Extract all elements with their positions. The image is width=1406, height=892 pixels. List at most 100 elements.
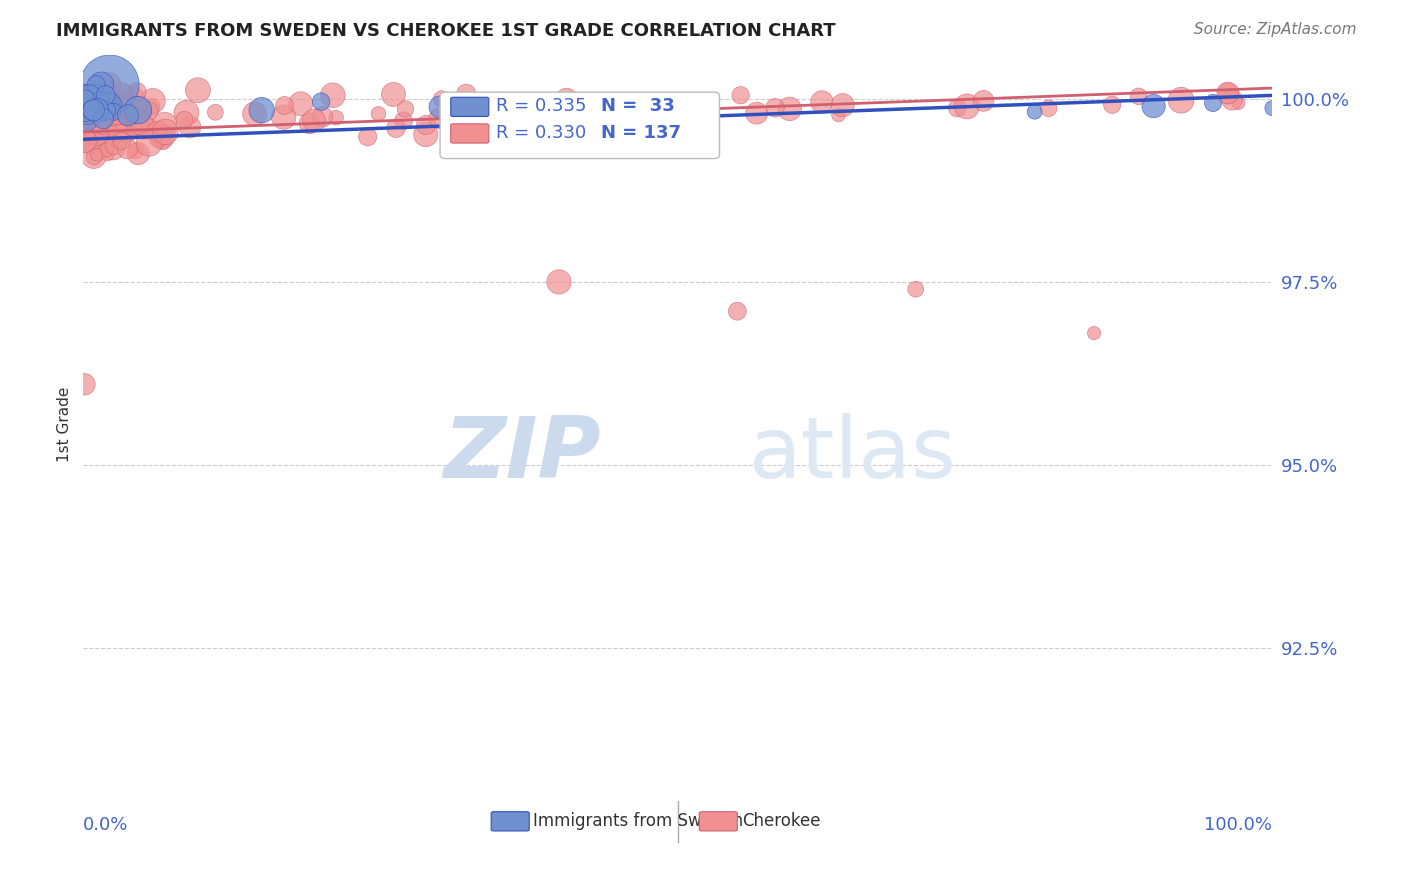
- Point: [187, 83, 209, 97]
- Point: [91, 122, 114, 136]
- Point: [76, 95, 98, 109]
- Point: [97, 113, 120, 128]
- Point: [322, 88, 344, 103]
- Point: [125, 121, 148, 136]
- Point: [382, 87, 405, 102]
- Point: [103, 138, 125, 153]
- Point: [75, 91, 97, 105]
- Point: [84, 78, 107, 92]
- Point: [725, 304, 748, 318]
- Point: [1216, 87, 1239, 101]
- Point: [83, 95, 105, 109]
- Point: [79, 102, 101, 116]
- Text: ZIP: ZIP: [443, 413, 600, 496]
- Point: [730, 88, 752, 103]
- Text: Cherokee: Cherokee: [742, 813, 821, 830]
- Point: [108, 107, 131, 121]
- Point: [1128, 89, 1150, 103]
- Point: [904, 282, 927, 296]
- Point: [107, 94, 129, 108]
- Point: [152, 129, 174, 144]
- Point: [1220, 93, 1243, 107]
- Point: [80, 105, 103, 120]
- Point: [97, 99, 120, 113]
- FancyBboxPatch shape: [451, 97, 489, 117]
- Point: [415, 118, 437, 132]
- Point: [115, 103, 138, 117]
- Point: [569, 101, 592, 115]
- Point: [94, 88, 117, 103]
- Point: [83, 103, 105, 118]
- Point: [1261, 101, 1284, 115]
- Point: [132, 123, 155, 137]
- FancyBboxPatch shape: [451, 124, 489, 143]
- Point: [117, 108, 139, 122]
- Point: [127, 146, 149, 161]
- Point: [86, 148, 108, 162]
- Point: [204, 105, 226, 120]
- Point: [1216, 86, 1239, 100]
- Point: [811, 95, 834, 109]
- Point: [86, 111, 108, 125]
- FancyBboxPatch shape: [440, 92, 720, 159]
- Point: [302, 113, 325, 128]
- Point: [488, 97, 510, 112]
- Point: [415, 128, 437, 142]
- Point: [298, 116, 321, 130]
- Text: 100.0%: 100.0%: [1205, 816, 1272, 834]
- Point: [946, 101, 969, 115]
- Point: [131, 117, 153, 131]
- Point: [98, 78, 121, 92]
- Point: [89, 94, 111, 108]
- Point: [97, 98, 120, 112]
- Point: [97, 97, 120, 112]
- Point: [135, 120, 157, 135]
- Point: [427, 112, 450, 126]
- Point: [91, 116, 114, 130]
- Point: [114, 123, 136, 137]
- Point: [273, 98, 295, 112]
- Point: [84, 80, 107, 95]
- Point: [745, 106, 768, 120]
- Point: [83, 113, 105, 128]
- Text: R = 0.335: R = 0.335: [496, 97, 586, 115]
- Point: [461, 94, 484, 108]
- Point: [79, 140, 101, 154]
- Point: [112, 124, 135, 138]
- Point: [101, 96, 124, 111]
- Point: [104, 112, 127, 127]
- Point: [82, 131, 104, 145]
- Point: [80, 103, 103, 118]
- Point: [83, 150, 105, 164]
- Point: [73, 90, 96, 104]
- Point: [98, 105, 121, 120]
- Point: [73, 131, 96, 145]
- Point: [127, 85, 149, 99]
- Point: [1024, 104, 1046, 119]
- Point: [101, 108, 124, 122]
- Point: [76, 121, 98, 136]
- Point: [111, 86, 134, 100]
- Point: [111, 134, 134, 148]
- Point: [76, 106, 98, 120]
- Point: [471, 129, 494, 144]
- Point: [125, 98, 148, 112]
- Point: [456, 87, 478, 101]
- Point: [956, 99, 979, 113]
- Point: [101, 140, 124, 154]
- Point: [97, 99, 120, 113]
- Point: [84, 86, 107, 100]
- Text: 0.0%: 0.0%: [83, 816, 129, 834]
- Point: [127, 112, 149, 126]
- Point: [89, 119, 111, 133]
- Point: [173, 112, 195, 127]
- Point: [831, 98, 853, 112]
- Point: [152, 134, 174, 148]
- Point: [110, 94, 132, 108]
- Point: [139, 100, 162, 114]
- Point: [179, 120, 201, 134]
- Y-axis label: 1st Grade: 1st Grade: [58, 387, 72, 462]
- Point: [1170, 93, 1192, 107]
- Point: [153, 118, 176, 132]
- Point: [107, 124, 129, 138]
